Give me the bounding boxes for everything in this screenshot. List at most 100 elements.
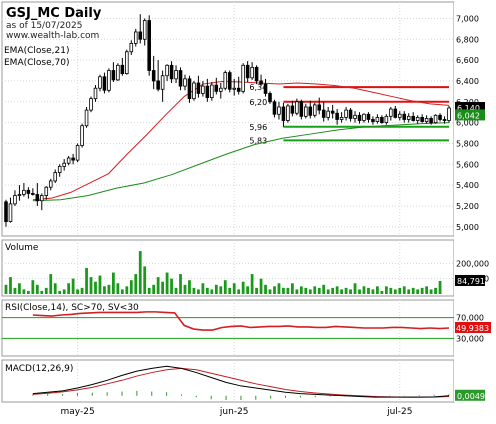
volume-bar [241, 281, 245, 294]
candle-body [402, 113, 407, 120]
last-close-badge: 6,140 [457, 104, 480, 113]
volume-bar [304, 287, 308, 294]
volume-bar [40, 290, 44, 294]
volume-bar [35, 284, 39, 294]
candle-body [227, 72, 232, 90]
price-y-tick-label: 5,600 [456, 160, 479, 169]
volume-bar [228, 287, 232, 294]
volume-bar [349, 289, 352, 294]
level-label: 5,96 [249, 123, 267, 132]
volume-bar [313, 286, 317, 294]
candle-body [420, 116, 424, 122]
candle-body [348, 109, 353, 119]
rsi-y-tick-label: 70,000 [456, 314, 484, 323]
candle-body [268, 93, 272, 103]
candle-body [98, 76, 102, 89]
volume-bar [170, 278, 173, 294]
rsi-badge: 49,9383 [456, 324, 489, 333]
candle-body [339, 116, 344, 120]
candle-body [125, 51, 129, 75]
candle-body [201, 85, 205, 94]
macd-title: MACD(12,26,9) [5, 364, 73, 374]
candle-body [406, 115, 411, 120]
candle-body [80, 125, 84, 146]
candle-body [53, 172, 58, 182]
candle-body [442, 119, 447, 121]
ema70-legend: EMA(Close,70) [4, 58, 69, 68]
volume-bar [416, 289, 420, 294]
volume-bar [44, 287, 48, 294]
level-label: 6,34 [249, 83, 267, 92]
candle-body [250, 66, 254, 79]
volume-bar [143, 266, 147, 294]
candle-body [4, 201, 8, 222]
macd-badge-bg [455, 389, 485, 401]
ema-badge-bg [455, 109, 485, 121]
candle-body [26, 189, 31, 194]
volume-bar [246, 286, 250, 294]
candle-body [254, 66, 259, 82]
candle-body [232, 87, 236, 90]
volume-layer [4, 251, 442, 294]
volume-bar [107, 284, 111, 294]
candle-body [62, 162, 66, 167]
volume-bar [183, 284, 187, 294]
candle-body [299, 101, 304, 117]
candle-body [66, 157, 71, 164]
volume-bar [371, 289, 375, 294]
macd-layer [32, 365, 450, 400]
price-y-tick-label: 6,600 [456, 56, 479, 65]
volume-bar [367, 287, 370, 294]
as-of-date: as of 15/07/2025 [6, 21, 82, 31]
volume-bar [174, 287, 178, 294]
price-y-tick-label: 5,200 [456, 202, 479, 211]
candle-body [93, 87, 98, 100]
volume-bar [156, 277, 160, 294]
candle-body [286, 105, 290, 121]
volume-bar [362, 286, 366, 294]
macd-badge: 0,0049 [457, 392, 485, 401]
candle-body [57, 165, 62, 174]
candle-body [102, 76, 107, 91]
candle-body [156, 80, 160, 90]
candle-body [223, 72, 228, 89]
volume-bar [4, 284, 8, 294]
candle-body [219, 87, 223, 92]
volume-bar [402, 286, 406, 294]
volume-badge: 84,791 [457, 277, 485, 286]
volume-bar [214, 284, 218, 294]
candle-body [304, 106, 308, 117]
volume-bar [434, 287, 437, 294]
volume-bar [255, 287, 258, 294]
ema21-legend: EMA(Close,21) [4, 46, 69, 56]
volume-bar [411, 287, 415, 294]
ema70-line [32, 122, 450, 202]
price-y-tick-label: 5,400 [456, 181, 479, 190]
price-y-tick-label: 7,000 [456, 14, 479, 23]
volume-bar [205, 287, 209, 294]
volume-bar [22, 289, 26, 294]
candle-body [13, 195, 17, 205]
price-y-tick-label: 6,400 [456, 77, 479, 86]
volume-bar [277, 283, 281, 294]
candle-body [384, 115, 389, 124]
candle-body [174, 70, 178, 80]
volume-bar [134, 274, 138, 294]
volume-bar [147, 287, 151, 294]
volume-bar [308, 289, 312, 294]
volume-bar [250, 274, 254, 294]
volume-bar [94, 281, 97, 294]
volume-bar [9, 277, 12, 294]
candle-body [241, 64, 245, 92]
volume-bar [138, 251, 142, 294]
candle-body [317, 104, 322, 111]
macd-signal-line [32, 367, 450, 398]
volume-bar [398, 287, 402, 294]
volume-bar [376, 286, 379, 294]
rsi-y-tick-label: 30,000 [456, 334, 484, 343]
ema-badge: 6,042 [457, 111, 480, 120]
volume-bar [264, 284, 267, 294]
volume-bar [273, 286, 276, 294]
volume-y-tick-label: 200,000 [456, 259, 489, 268]
candle-body [71, 157, 75, 161]
